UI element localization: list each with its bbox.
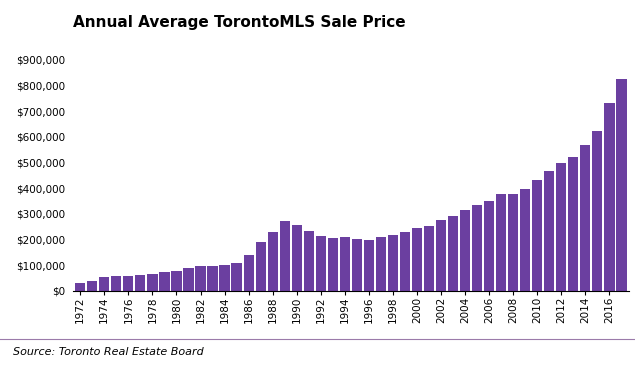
Bar: [496, 194, 506, 291]
Bar: [316, 236, 326, 291]
Bar: [232, 263, 242, 291]
Bar: [208, 266, 218, 291]
Bar: [87, 280, 97, 291]
Bar: [279, 221, 290, 291]
Bar: [436, 220, 446, 291]
Bar: [267, 232, 277, 291]
Bar: [520, 189, 530, 291]
Bar: [135, 275, 145, 291]
Bar: [388, 235, 398, 291]
Bar: [111, 276, 121, 291]
Bar: [424, 226, 434, 291]
Bar: [352, 239, 362, 291]
Bar: [123, 276, 133, 291]
Bar: [75, 283, 85, 291]
Bar: [159, 272, 170, 291]
Bar: [412, 229, 422, 291]
Bar: [592, 131, 603, 291]
Bar: [243, 256, 254, 291]
Bar: [605, 103, 615, 291]
Bar: [171, 272, 182, 291]
Bar: [448, 216, 458, 291]
Bar: [556, 163, 566, 291]
Bar: [544, 172, 554, 291]
Text: Source: Toronto Real Estate Board: Source: Toronto Real Estate Board: [13, 348, 203, 357]
Bar: [532, 180, 542, 291]
Text: Annual Average TorontoMLS Sale Price: Annual Average TorontoMLS Sale Price: [73, 15, 406, 30]
Bar: [508, 194, 518, 291]
Bar: [196, 266, 206, 291]
Bar: [340, 238, 350, 291]
Bar: [147, 274, 157, 291]
Bar: [568, 157, 578, 291]
Bar: [220, 265, 230, 291]
Bar: [184, 268, 194, 291]
Bar: [291, 225, 302, 291]
Bar: [472, 205, 482, 291]
Bar: [617, 79, 627, 291]
Bar: [400, 232, 410, 291]
Bar: [328, 238, 338, 291]
Bar: [304, 231, 314, 291]
Bar: [460, 210, 470, 291]
Bar: [364, 240, 374, 291]
Bar: [99, 277, 109, 291]
Bar: [255, 242, 266, 291]
Bar: [376, 237, 386, 291]
Bar: [484, 201, 494, 291]
Bar: [580, 145, 591, 291]
